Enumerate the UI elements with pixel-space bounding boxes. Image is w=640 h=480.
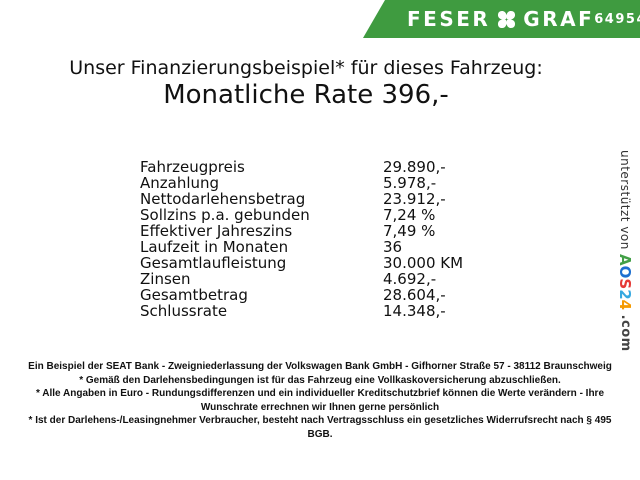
table-row: Anzahlung 5.978,-	[140, 175, 463, 191]
row-value: 30.000 KM	[383, 254, 464, 272]
table-row: Sollzins p.a. gebunden 7,24 %	[140, 207, 463, 223]
aos24-letter: S	[616, 278, 634, 290]
row-label: Schlussrate	[140, 302, 228, 320]
row-label: Sollzins p.a. gebunden	[140, 206, 310, 224]
aos24-letter: A	[616, 254, 634, 266]
side-credit-vertical: unterstützt von AOS24 .com	[616, 150, 634, 360]
feser-graf-x-icon	[498, 10, 516, 28]
aos24-letter: 2	[616, 289, 634, 300]
table-row: Schlussrate 14.348,-	[140, 303, 463, 319]
fine-print-paragraph: * Gemäß den Darlehensbedingungen ist für…	[79, 374, 561, 386]
table-row: Laufzeit in Monaten 36	[140, 239, 463, 255]
table-row: Gesamtlaufleistung 30.000 KM	[140, 255, 463, 271]
row-value: 7,49 %	[383, 222, 436, 240]
row-value: 28.604,-	[383, 286, 446, 304]
row-value: 4.692,-	[383, 270, 437, 288]
row-label: Fahrzeugpreis	[140, 158, 245, 176]
row-value: 5.978,-	[383, 174, 437, 192]
brand-logo: FESER GRAF	[407, 9, 594, 30]
row-label: Nettodarlehensbetrag	[140, 190, 306, 208]
headline-line1: Unser Finanzierungsbeispiel* für dieses …	[69, 57, 543, 79]
side-credit-prefix: unterstützt von	[618, 150, 632, 250]
headline-monthly-rate: Monatliche Rate 396,-	[163, 80, 449, 110]
fine-print-paragraph: * Alle Angaben in Euro - Rundungsdiffere…	[35, 388, 605, 413]
table-row: Fahrzeugpreis 29.890,-	[140, 159, 463, 175]
table-row: Effektiver Jahreszins 7,49 %	[140, 223, 463, 239]
fine-print-paragraph: Ein Beispiel der SEAT Bank - Zweignieder…	[28, 361, 612, 372]
row-label: Anzahlung	[140, 174, 220, 192]
finance-table: Fahrzeugpreis 29.890,- Anzahlung 5.978,-…	[140, 159, 463, 319]
row-label: Effektiver Jahreszins	[140, 222, 293, 240]
aos24-letter: 4	[616, 299, 634, 311]
row-value: 29.890,-	[383, 158, 446, 176]
fine-print-paragraph: * Ist der Darlehens-/Leasingnehmer Verbr…	[28, 415, 612, 440]
aos24-letter: O	[616, 265, 634, 279]
row-label: Laufzeit in Monaten	[140, 238, 289, 256]
table-row: Gesamtbetrag 28.604,-	[140, 287, 463, 303]
row-label: Gesamtbetrag	[140, 286, 248, 304]
brand-banner: FESER GRAF 649544	[363, 0, 640, 38]
table-row: Nettodarlehensbetrag 23.912,-	[140, 191, 463, 207]
row-value: 14.348,-	[383, 302, 446, 320]
side-credit-suffix: .com	[618, 314, 633, 352]
aos24-logo: AOS24	[616, 254, 634, 311]
row-value: 23.912,-	[383, 190, 446, 208]
row-label: Zinsen	[140, 270, 191, 288]
row-value: 36	[383, 238, 403, 256]
listing-number: 649544	[594, 11, 640, 27]
row-value: 7,24 %	[383, 206, 436, 224]
brand-name-first: FESER	[407, 7, 491, 31]
row-label: Gesamtlaufleistung	[140, 254, 287, 272]
brand-name-second: GRAF	[523, 7, 595, 31]
table-row: Zinsen 4.692,-	[140, 271, 463, 287]
fine-print: Ein Beispiel der SEAT Bank - Zweignieder…	[18, 360, 622, 441]
